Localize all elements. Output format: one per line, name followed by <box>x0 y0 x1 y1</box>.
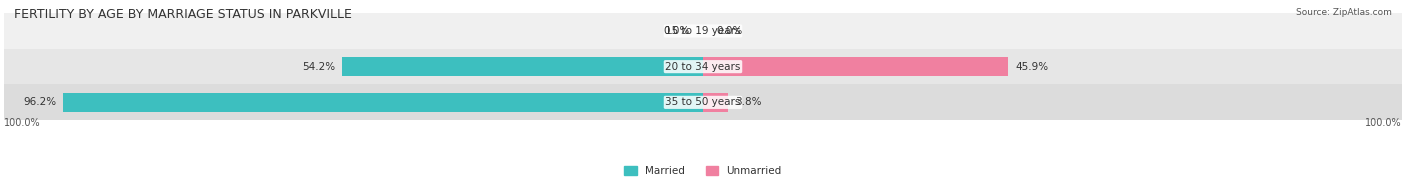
Text: 100.0%: 100.0% <box>1365 118 1402 128</box>
Text: 0.0%: 0.0% <box>664 26 690 36</box>
Text: 100.0%: 100.0% <box>4 118 41 128</box>
Text: 3.8%: 3.8% <box>735 97 762 107</box>
Legend: Married, Unmarried: Married, Unmarried <box>620 162 786 180</box>
Text: 45.9%: 45.9% <box>1015 62 1049 72</box>
Bar <box>703 57 1008 76</box>
Text: 0.0%: 0.0% <box>716 26 742 36</box>
Bar <box>63 93 703 112</box>
Bar <box>4 49 1402 84</box>
Text: FERTILITY BY AGE BY MARRIAGE STATUS IN PARKVILLE: FERTILITY BY AGE BY MARRIAGE STATUS IN P… <box>14 8 352 21</box>
Bar <box>4 13 1402 49</box>
Text: 35 to 50 years: 35 to 50 years <box>665 97 741 107</box>
Text: Source: ZipAtlas.com: Source: ZipAtlas.com <box>1296 8 1392 17</box>
Text: 54.2%: 54.2% <box>302 62 336 72</box>
Bar <box>703 93 728 112</box>
Text: 96.2%: 96.2% <box>22 97 56 107</box>
Text: 15 to 19 years: 15 to 19 years <box>665 26 741 36</box>
Bar <box>4 84 1402 120</box>
Bar <box>342 57 703 76</box>
Text: 20 to 34 years: 20 to 34 years <box>665 62 741 72</box>
